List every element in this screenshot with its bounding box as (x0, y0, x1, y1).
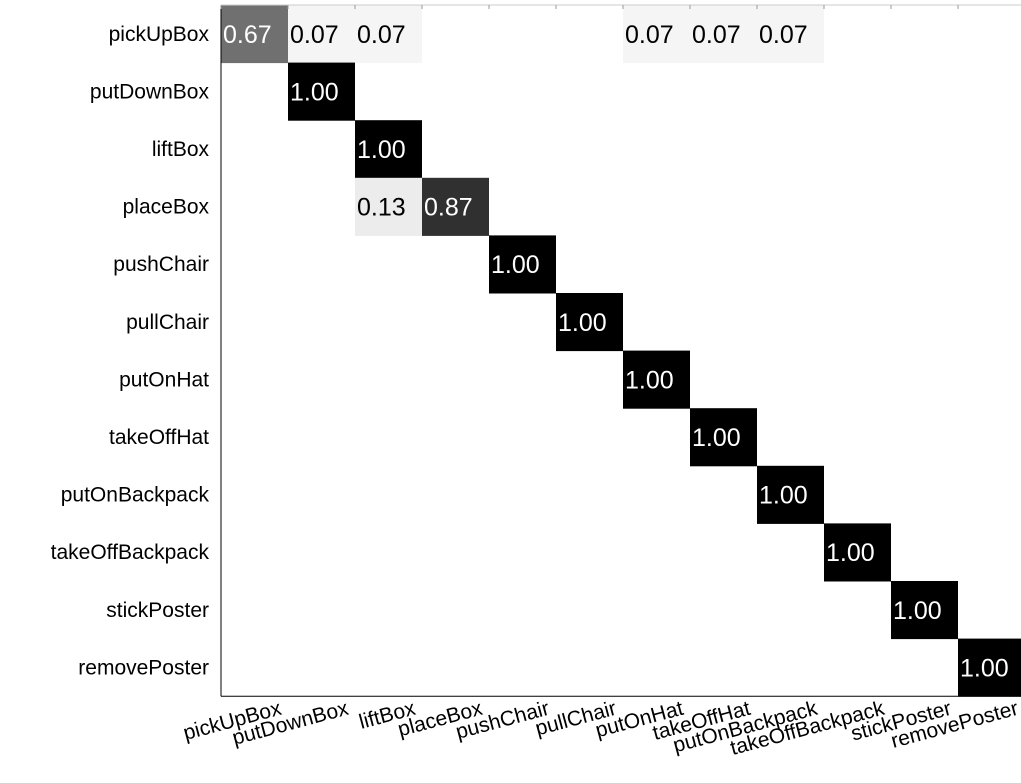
row-label-pull-chair: pullChair (126, 311, 209, 334)
heatmap-cell-put-on-backpack-put-on-backpack (757, 465, 824, 524)
cell-value-pick-up-box-pick-up-box: 0.67 (223, 21, 272, 49)
plot-axes (220, 4, 1021, 697)
column-label-remove-poster: removePoster (889, 697, 1021, 753)
cell-value-take-off-backpack-take-off-backpack: 1.00 (826, 539, 875, 567)
row-label-place-box: placeBox (123, 196, 210, 219)
heatmap-cell-pick-up-box-pick-up-box (221, 5, 288, 64)
row-label-take-off-backpack: takeOffBackpack (51, 541, 210, 564)
row-label-stick-poster: stickPoster (106, 599, 209, 622)
row-label-remove-poster: removePoster (78, 656, 209, 679)
heatmap-cell-take-off-hat-take-off-hat (690, 408, 757, 467)
heatmap-cell-pick-up-box-put-down-box (288, 5, 355, 64)
heatmap-cell-push-chair-push-chair (489, 235, 556, 294)
cell-value-take-off-hat-take-off-hat: 1.00 (692, 424, 741, 452)
heatmap-cell-put-down-box-put-down-box (288, 62, 355, 121)
row-label-take-off-hat: takeOffHat (109, 426, 209, 449)
cell-value-labels: 0.67 0.07 0.07 0.07 0.07 0.07 1.00 1.00 0.13 0.87… (223, 21, 1009, 683)
heatmap-cell-pick-up-box-put-on-backpack (757, 5, 824, 64)
cell-value-pick-up-box-put-down-box: 0.07 (290, 21, 339, 49)
heatmap-cell-pick-up-box-take-off-hat (690, 5, 757, 64)
heatmap-cell-stick-poster-stick-poster (891, 581, 958, 640)
cell-value-put-on-hat-put-on-hat: 1.00 (625, 366, 674, 394)
cell-value-pick-up-box-put-on-hat: 0.07 (625, 21, 674, 49)
heatmap-cell-pick-up-box-put-on-hat (623, 5, 690, 64)
row-label-pick-up-box: pickUpBox (109, 23, 210, 46)
heatmap-cells (221, 5, 1021, 697)
cell-value-put-on-backpack-put-on-backpack: 1.00 (759, 482, 808, 510)
heatmap-cell-place-box-place-box (422, 177, 489, 236)
cell-value-pick-up-box-put-on-backpack: 0.07 (759, 21, 808, 49)
row-labels: pickUpBox putDownBox liftBox placeBox pushCh… (51, 23, 210, 680)
row-label-put-down-box: putDownBox (90, 80, 210, 103)
cell-value-place-box-lift-box: 0.13 (357, 194, 406, 222)
heatmap-cell-take-off-backpack-take-off-backpack (824, 523, 891, 582)
cell-value-remove-poster-remove-poster: 1.00 (960, 654, 1009, 682)
cell-value-lift-box-lift-box: 1.00 (357, 136, 406, 164)
row-label-put-on-hat: putOnHat (119, 368, 209, 391)
cell-value-push-chair-push-chair: 1.00 (491, 251, 540, 279)
cell-value-pick-up-box-take-off-hat: 0.07 (692, 21, 741, 49)
heatmap-cell-pick-up-box-lift-box (355, 5, 422, 64)
cell-value-place-box-place-box: 0.87 (424, 194, 473, 222)
cell-value-stick-poster-stick-poster: 1.00 (893, 597, 942, 625)
cell-value-put-down-box-put-down-box: 1.00 (290, 78, 339, 106)
cell-value-pull-chair-pull-chair: 1.00 (558, 309, 607, 337)
heatmap-cell-put-on-hat-put-on-hat (623, 350, 690, 409)
row-label-put-on-backpack: putOnBackpack (61, 484, 210, 507)
cell-value-pick-up-box-lift-box: 0.07 (357, 21, 406, 49)
row-label-lift-box: liftBox (152, 138, 210, 161)
heatmap-cell-remove-poster-remove-poster (958, 638, 1021, 697)
heatmap-cell-lift-box-lift-box (355, 120, 422, 179)
heatmap-cell-pull-chair-pull-chair (556, 293, 623, 352)
row-label-push-chair: pushChair (113, 253, 209, 276)
heatmap-cell-place-box-lift-box (355, 177, 422, 236)
